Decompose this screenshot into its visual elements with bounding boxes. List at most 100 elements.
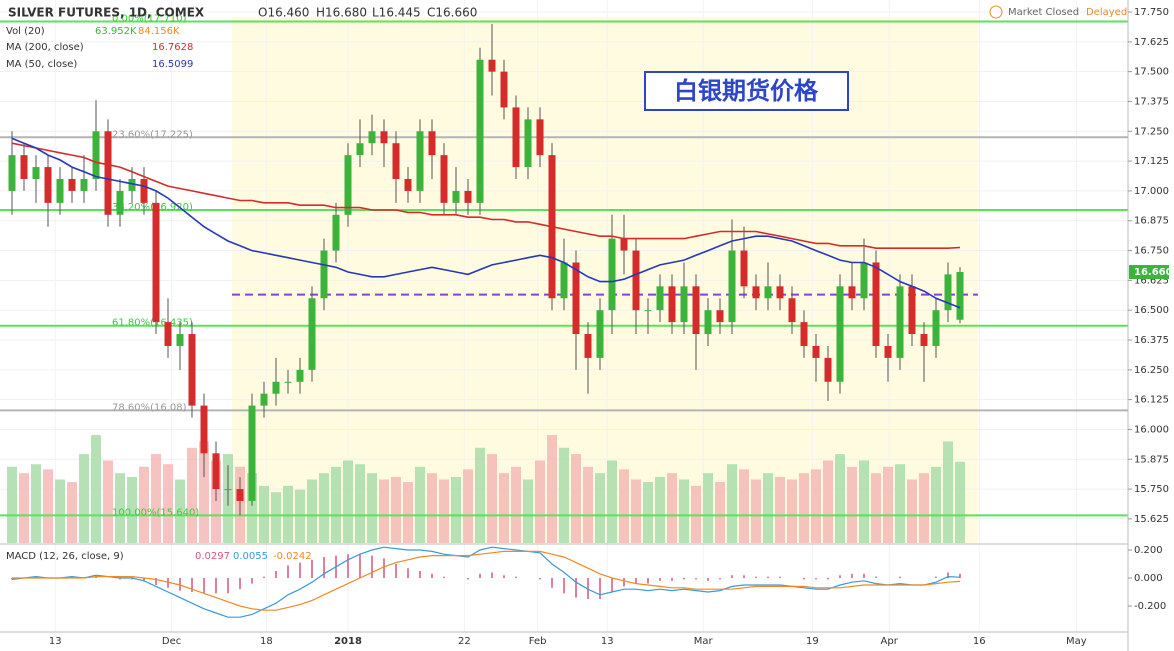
- candle-body: [920, 334, 928, 346]
- volume-bar: [667, 473, 677, 543]
- x-tick-label: 16: [973, 636, 986, 647]
- candle-body: [296, 369, 304, 382]
- candle-body: [476, 59, 484, 203]
- candle-body: [716, 310, 724, 323]
- volume-bar: [895, 464, 905, 543]
- candle-body: [272, 381, 280, 394]
- volume-bar: [847, 466, 857, 543]
- candle-body: [488, 59, 496, 72]
- x-tick-label: 22: [458, 636, 471, 647]
- volume-bar: [931, 466, 941, 543]
- volume-bar: [247, 473, 257, 543]
- y-tick-label: 17.625: [1134, 37, 1169, 48]
- status-icon: [989, 5, 1003, 19]
- feed-status: Delayed: [1086, 7, 1127, 18]
- volume-bar: [535, 460, 545, 543]
- candle-body: [248, 405, 256, 502]
- volume-bar: [415, 466, 425, 543]
- volume-bar: [631, 479, 641, 543]
- candle-body: [140, 178, 148, 203]
- candle-body: [788, 298, 796, 323]
- candle-body: [608, 238, 616, 311]
- y-tick-label: 17.250: [1134, 126, 1169, 137]
- candle-body: [680, 286, 688, 323]
- volume-bar: [139, 466, 149, 543]
- candle-body: [536, 119, 544, 156]
- candle-body: [632, 250, 640, 311]
- candle-body: [764, 286, 772, 299]
- macd-value: 0.0297: [195, 551, 230, 562]
- macd-line: [12, 550, 961, 611]
- candle-body: [944, 274, 952, 311]
- macd-line: [11, 546, 961, 618]
- candle-body: [524, 119, 532, 168]
- y-tick-label: 15.625: [1134, 514, 1169, 525]
- candle-body: [560, 262, 568, 299]
- volume-bar: [175, 479, 185, 543]
- volume-bar: [151, 454, 161, 543]
- volume-bar: [907, 479, 917, 543]
- x-tick-label: May: [1066, 636, 1087, 647]
- candle-body: [572, 262, 580, 335]
- macd-legend: MACD (12, 26, close, 9): [6, 551, 124, 562]
- volume-bar: [751, 479, 761, 543]
- volume-bar: [211, 460, 221, 543]
- volume-bar: [511, 466, 521, 543]
- volume-bar: [451, 476, 461, 543]
- candle-body: [320, 250, 328, 299]
- candle-body: [332, 214, 340, 251]
- annotation-box: [644, 71, 849, 111]
- volume-bar: [499, 473, 509, 543]
- volume-bar: [391, 476, 401, 543]
- candle-body: [284, 381, 292, 383]
- candle-body: [776, 286, 784, 299]
- candle-body: [260, 393, 268, 406]
- volume-bar: [103, 460, 113, 543]
- volume-bar: [439, 479, 449, 543]
- volume-bar: [475, 447, 485, 543]
- volume-bar: [403, 482, 413, 543]
- candle-body: [404, 178, 412, 191]
- volume-bar: [763, 473, 773, 543]
- volume-bar: [295, 489, 305, 543]
- candle-body: [368, 131, 376, 144]
- volume-bar: [703, 473, 713, 543]
- volume-bar: [799, 473, 809, 543]
- market-status: Market Closed: [1008, 7, 1079, 18]
- candle-body: [152, 202, 160, 323]
- candle-body: [56, 178, 64, 203]
- volume-bar: [955, 461, 965, 543]
- volume-bar: [835, 454, 845, 543]
- y-tick-label: 17.500: [1134, 67, 1169, 78]
- candle-body: [416, 131, 424, 191]
- y-tick-label: 17.375: [1134, 96, 1169, 107]
- candle-body: [956, 272, 964, 320]
- candle-body: [308, 298, 316, 370]
- candle-body: [188, 334, 196, 406]
- x-tick-label: 19: [806, 636, 819, 647]
- x-tick-label: Feb: [529, 636, 547, 647]
- ma200-legend: MA (200, close): [6, 42, 84, 53]
- candle-body: [596, 310, 604, 358]
- candle-body: [236, 489, 244, 502]
- x-tick-label: Apr: [881, 636, 899, 647]
- candle-body: [116, 190, 124, 215]
- candle-body: [872, 262, 880, 346]
- candle-body: [128, 178, 136, 191]
- candle-body: [20, 155, 28, 179]
- ma50-legend: MA (50, close): [6, 59, 77, 70]
- volume-bar: [367, 473, 377, 543]
- candle-body: [212, 453, 220, 490]
- candle-body: [68, 178, 76, 191]
- volume-bar: [679, 479, 689, 543]
- candle-body: [512, 107, 520, 168]
- y-tick-label: -0.200: [1134, 601, 1166, 612]
- plot: 0.00%(17.710)23.60%(17.225)38.20%(16.920…: [0, 0, 1128, 632]
- volume-bar: [595, 473, 605, 543]
- y-tick-label: 0.000: [1134, 573, 1163, 584]
- candle-body: [32, 167, 40, 179]
- candle-body: [92, 131, 100, 179]
- candle-body: [380, 131, 388, 144]
- candle-body: [848, 286, 856, 299]
- y-tick-label: 17.125: [1134, 156, 1169, 167]
